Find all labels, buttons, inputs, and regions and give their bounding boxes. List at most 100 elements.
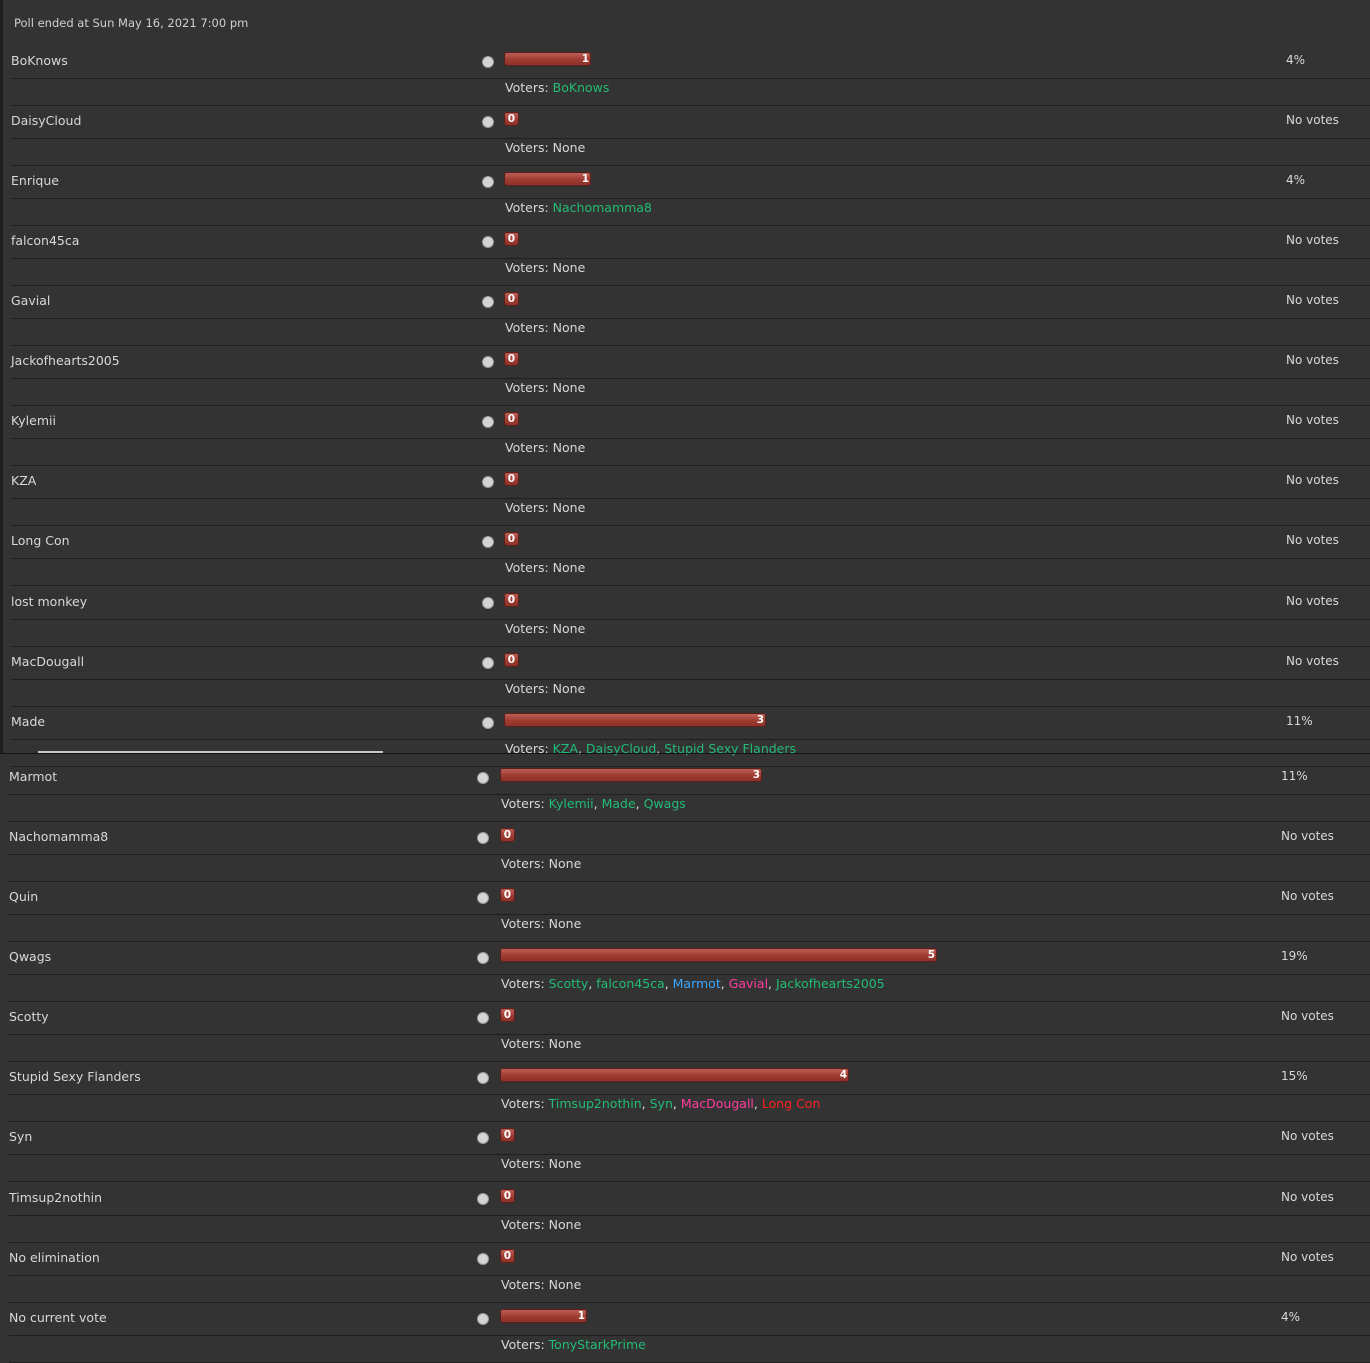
vote-bar: 0 <box>500 888 515 902</box>
vote-radio-button[interactable] <box>482 116 494 128</box>
vote-radio-button[interactable] <box>482 597 494 609</box>
voter-link[interactable]: Long Con <box>761 1096 821 1111</box>
voters-none: None <box>548 1277 582 1292</box>
poll-option-row: KZA 0 No votes Voters: None <box>11 466 1370 526</box>
voters-label: Voters: <box>505 560 553 575</box>
poll-results-lower: Marmot 3 11% Voters: Kylemii, Made, Qwags Na… <box>0 754 1370 1363</box>
vote-radio-button[interactable] <box>482 476 494 488</box>
voter-separator: , <box>720 976 729 991</box>
vote-bar: 4 <box>500 1068 849 1082</box>
voters-none: None <box>552 440 586 455</box>
row-bottom-border <box>9 1121 1370 1122</box>
voters-line: Voters: None <box>505 380 585 395</box>
voters-line: Voters: None <box>501 1217 581 1232</box>
voters-none: None <box>548 1217 582 1232</box>
vote-count: 0 <box>503 889 511 901</box>
vote-count: 5 <box>927 949 935 961</box>
vote-count: 0 <box>503 1129 511 1141</box>
vote-percentage: 4% <box>1281 1310 1301 1324</box>
option-name: Syn <box>9 1129 33 1144</box>
vote-radio-button[interactable] <box>482 416 494 428</box>
vote-bar: 1 <box>504 52 591 66</box>
row-bottom-border <box>11 585 1370 586</box>
poll-option-row: falcon45ca 0 No votes Voters: None <box>11 226 1370 286</box>
vote-bar: 0 <box>500 1249 515 1263</box>
voter-link[interactable]: Nachomamma8 <box>552 200 652 215</box>
vote-radio-button[interactable] <box>477 832 489 844</box>
voter-separator: , <box>588 976 597 991</box>
voter-link[interactable]: Made <box>601 796 636 811</box>
voters-label: Voters: <box>505 500 553 515</box>
voter-link[interactable]: Gavial <box>728 976 769 991</box>
row-divider <box>11 78 1370 79</box>
vote-bar: 0 <box>504 532 519 546</box>
vote-count: 0 <box>503 1009 511 1021</box>
voter-link[interactable]: Timsup2nothin <box>548 1096 642 1111</box>
vote-radio-button[interactable] <box>477 1012 489 1024</box>
vote-radio-button[interactable] <box>477 1072 489 1084</box>
poll-option-row: lost monkey 0 No votes Voters: None <box>11 587 1370 647</box>
row-divider <box>9 914 1370 915</box>
option-name: No elimination <box>9 1250 100 1265</box>
voter-separator: , <box>593 796 602 811</box>
voter-link[interactable]: Jackofhearts2005 <box>776 976 885 991</box>
voter-link[interactable]: KZA <box>552 741 578 756</box>
row-divider <box>9 974 1370 975</box>
voters-line: Voters: None <box>501 916 581 931</box>
vote-radio-button[interactable] <box>477 952 489 964</box>
voters-none: None <box>552 621 586 636</box>
vote-percentage: No votes <box>1281 1129 1334 1143</box>
voter-link[interactable]: BoKnows <box>552 80 610 95</box>
row-divider <box>9 1275 1370 1276</box>
vote-percentage: 11% <box>1286 714 1313 728</box>
voters-line: Voters: None <box>505 500 585 515</box>
vote-radio-button[interactable] <box>477 772 489 784</box>
vote-radio-button[interactable] <box>477 892 489 904</box>
voters-label: Voters: <box>505 440 553 455</box>
option-name: DaisyCloud <box>11 113 82 128</box>
row-bottom-border <box>9 881 1370 882</box>
vote-radio-button[interactable] <box>482 56 494 68</box>
screenshot-seam-line <box>38 751 383 753</box>
vote-radio-button[interactable] <box>477 1132 489 1144</box>
vote-percentage: No votes <box>1281 1250 1334 1264</box>
vote-radio-button[interactable] <box>482 236 494 248</box>
voter-link[interactable]: falcon45ca <box>596 976 665 991</box>
vote-radio-button[interactable] <box>477 1313 489 1325</box>
voter-link[interactable]: Qwags <box>643 796 686 811</box>
voter-link[interactable]: MacDougall <box>680 1096 754 1111</box>
poll-end-notice: Poll ended at Sun May 16, 2021 7:00 pm <box>14 16 249 30</box>
voter-link[interactable]: Scotty <box>548 976 589 991</box>
option-name: Marmot <box>9 769 58 784</box>
poll-option-row: Nachomamma8 0 No votes Voters: None <box>9 822 1370 882</box>
voter-separator: , <box>753 1096 762 1111</box>
voter-link[interactable]: Syn <box>649 1096 673 1111</box>
voters-label: Voters: <box>505 260 553 275</box>
voters-label: Voters: <box>505 80 553 95</box>
voter-link[interactable]: Marmot <box>672 976 721 991</box>
voter-link[interactable]: DaisyCloud <box>585 741 657 756</box>
voter-link[interactable]: Kylemii <box>548 796 594 811</box>
option-name: KZA <box>11 473 37 488</box>
vote-radio-button[interactable] <box>482 296 494 308</box>
vote-bar: 0 <box>500 828 515 842</box>
vote-radio-button[interactable] <box>477 1193 489 1205</box>
voter-link[interactable]: Stupid Sexy Flanders <box>664 741 797 756</box>
row-divider <box>11 739 1370 740</box>
row-bottom-border <box>9 1001 1370 1002</box>
vote-radio-button[interactable] <box>477 1253 489 1265</box>
voters-label: Voters: <box>501 1096 549 1111</box>
vote-radio-button[interactable] <box>482 536 494 548</box>
vote-radio-button[interactable] <box>482 176 494 188</box>
vote-radio-button[interactable] <box>482 717 494 729</box>
vote-radio-button[interactable] <box>482 657 494 669</box>
voters-none: None <box>548 916 582 931</box>
voters-line: Voters: BoKnows <box>505 80 609 95</box>
row-bottom-border <box>11 165 1370 166</box>
vote-percentage: No votes <box>1286 654 1339 668</box>
voter-link[interactable]: TonyStarkPrime <box>548 1337 646 1352</box>
voters-line: Voters: None <box>505 440 585 455</box>
option-name: No current vote <box>9 1310 107 1325</box>
vote-radio-button[interactable] <box>482 356 494 368</box>
row-divider <box>9 794 1370 795</box>
